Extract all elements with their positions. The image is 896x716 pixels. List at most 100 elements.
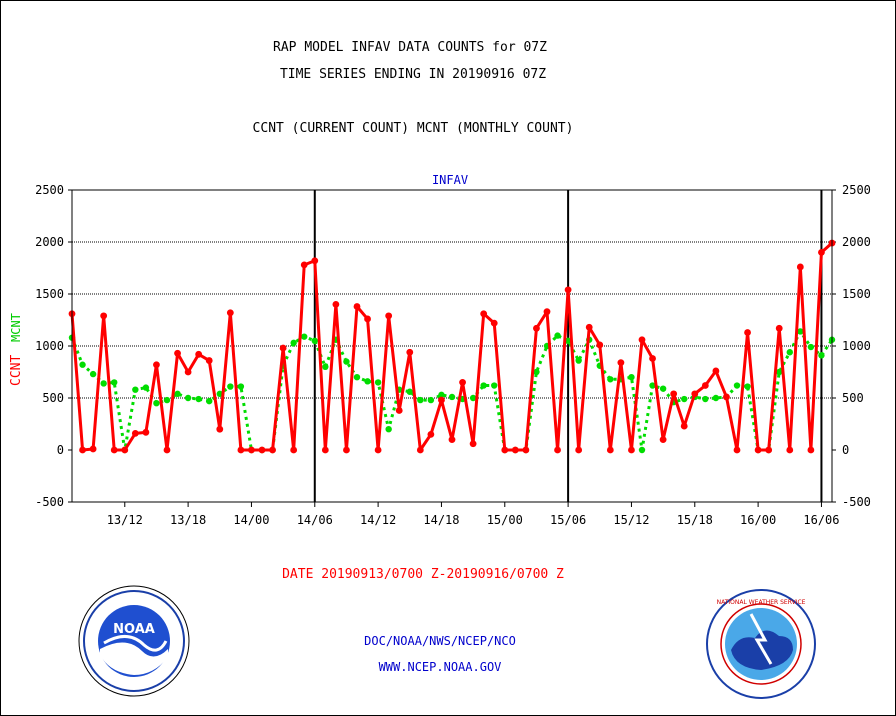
data-point-mcnt: [184, 394, 192, 402]
x-tick-label: 16/06: [803, 513, 839, 527]
data-point-mcnt: [649, 382, 656, 389]
data-point-ccnt: [807, 446, 815, 454]
y-tick-label-left: 500: [42, 391, 64, 405]
x-tick-label: 15/12: [613, 513, 649, 527]
x-tick-label: 15/18: [677, 513, 713, 527]
y-tick-label-left: -500: [35, 495, 64, 509]
data-point-ccnt: [184, 368, 192, 376]
data-point-mcnt: [417, 396, 424, 404]
y-axis-right: -500 0 500 1000 1500 2000 2500: [832, 183, 871, 509]
data-point-ccnt: [575, 446, 583, 454]
data-point-ccnt: [585, 323, 593, 331]
data-point-ccnt: [343, 446, 350, 454]
data-point-ccnt: [818, 249, 825, 256]
y-tick-label-left: 1500: [35, 287, 64, 301]
data-point-ccnt: [153, 361, 160, 369]
data-point-ccnt: [406, 348, 414, 356]
data-point-mcnt: [364, 378, 371, 385]
y-label-ccnt: CCNT: [9, 355, 24, 386]
y-tick-label-right: -500: [842, 495, 871, 509]
data-point-mcnt: [564, 337, 572, 344]
data-point-mcnt: [733, 382, 741, 389]
data-point-ccnt: [796, 263, 804, 271]
x-tick-label: 16/00: [740, 513, 776, 527]
date-range-label: DATE 20190913/0700 Z-20190916/0700 Z: [282, 567, 564, 582]
data-point-ccnt: [79, 446, 86, 454]
data-point-ccnt: [163, 446, 171, 454]
data-point-ccnt: [279, 344, 287, 352]
day-separator-lines: [313, 190, 823, 502]
plot-title: INFAV: [432, 173, 468, 187]
y-tick-label-right: 2000: [842, 235, 871, 249]
x-tick-label: 13/12: [107, 513, 143, 527]
data-point-mcnt: [343, 358, 350, 365]
data-point-ccnt: [269, 446, 276, 454]
x-tick-label: 14/18: [423, 513, 459, 527]
data-point-ccnt: [416, 446, 424, 454]
data-point-ccnt: [701, 382, 709, 389]
data-point-ccnt: [258, 446, 266, 454]
data-point-mcnt: [385, 426, 392, 433]
chart-subtitle: CCNT (CURRENT COUNT) MCNT (MONTHLY COUNT…: [253, 121, 574, 136]
data-point-mcnt: [554, 332, 561, 339]
data-point-ccnt: [438, 396, 445, 404]
data-point-ccnt: [237, 446, 245, 454]
data-point-mcnt: [491, 382, 498, 389]
data-point-ccnt: [522, 446, 530, 454]
data-point-ccnt: [786, 446, 794, 454]
y-tick-label-left: 2000: [35, 235, 64, 249]
data-point-ccnt: [216, 425, 224, 433]
data-point-mcnt: [469, 394, 477, 402]
y-tick-label-right: 0: [842, 443, 849, 457]
data-point-mcnt: [575, 357, 582, 364]
data-point-mcnt: [322, 363, 329, 370]
data-point-ccnt: [596, 341, 604, 349]
data-point-mcnt: [702, 395, 709, 403]
data-point-ccnt: [364, 315, 371, 323]
data-point-ccnt: [754, 446, 762, 454]
data-point-ccnt: [501, 446, 509, 454]
data-point-ccnt: [321, 446, 329, 454]
data-point-mcnt: [206, 397, 213, 405]
data-point-mcnt: [163, 396, 171, 404]
data-point-ccnt: [480, 310, 488, 318]
data-point-ccnt: [649, 355, 656, 362]
data-point-mcnt: [406, 388, 413, 395]
data-point-ccnt: [638, 336, 646, 344]
data-point-ccnt: [427, 431, 435, 438]
data-point-ccnt: [533, 324, 540, 332]
data-point-ccnt: [395, 407, 403, 414]
data-point-mcnt: [744, 383, 751, 390]
data-point-mcnt: [153, 400, 160, 407]
data-point-ccnt: [226, 309, 234, 317]
x-tick-label: 15/06: [550, 513, 586, 527]
data-point-ccnt: [205, 357, 213, 364]
data-point-mcnt: [818, 352, 825, 359]
y-tick-label-right: 500: [842, 391, 864, 405]
y-tick-label-left: 2500: [35, 183, 64, 197]
y-axis-left: -500 0 500 1000 1500 2000 2500: [35, 183, 72, 509]
data-point-mcnt: [301, 333, 308, 340]
x-tick-label: 14/12: [360, 513, 396, 527]
data-point-ccnt: [459, 379, 466, 386]
data-point-ccnt: [775, 324, 783, 332]
data-point-ccnt: [131, 429, 139, 437]
data-point-mcnt: [776, 368, 783, 376]
y-tick-label-right: 2500: [842, 183, 871, 197]
data-point-ccnt: [100, 312, 108, 320]
data-point-mcnt: [427, 396, 435, 404]
x-axis: 13/12 13/18 14/00 14/06 14/12 14/18 15/00 15/06…: [107, 502, 840, 527]
data-point-ccnt: [353, 303, 361, 310]
data-point-mcnt: [659, 385, 667, 392]
data-point-ccnt: [89, 445, 97, 453]
data-point-mcnt: [111, 379, 118, 386]
data-point-ccnt: [628, 446, 635, 454]
data-point-ccnt: [744, 329, 751, 336]
data-point-mcnt: [290, 339, 297, 347]
data-point-ccnt: [469, 440, 477, 448]
data-point-ccnt: [290, 446, 298, 454]
data-point-mcnt: [797, 328, 804, 335]
x-tick-label: 14/06: [297, 513, 333, 527]
data-point-ccnt: [606, 446, 614, 454]
